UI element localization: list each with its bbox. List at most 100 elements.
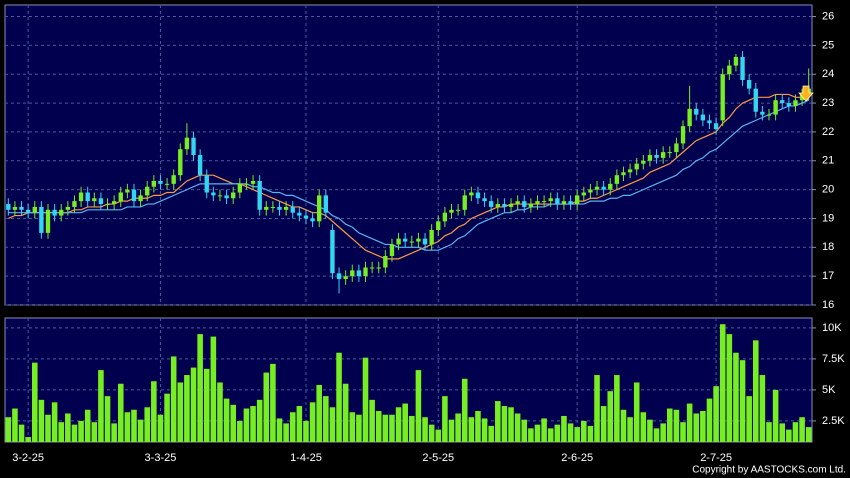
signal-arrow bbox=[798, 85, 814, 102]
candle-body bbox=[297, 212, 302, 216]
volume-bar bbox=[45, 414, 51, 442]
volume-bar bbox=[680, 422, 686, 442]
volume-bar bbox=[528, 428, 534, 442]
candle-body bbox=[793, 100, 798, 106]
volume-bar bbox=[442, 396, 448, 442]
candle-body bbox=[59, 209, 64, 216]
candle-body bbox=[184, 137, 190, 150]
volume-bar bbox=[91, 422, 98, 442]
volume-bar bbox=[217, 382, 223, 442]
candle-body bbox=[376, 267, 381, 269]
volume-bar bbox=[799, 417, 805, 442]
volume-bar bbox=[686, 403, 693, 442]
y-tick-label: 19 bbox=[822, 212, 834, 224]
volume-bar bbox=[276, 418, 283, 442]
volume-bar bbox=[309, 402, 316, 442]
candle-body bbox=[429, 230, 434, 245]
candle-body bbox=[343, 276, 348, 280]
volume-bar bbox=[752, 340, 759, 442]
volume-bar bbox=[71, 424, 78, 442]
volume-bar bbox=[415, 370, 422, 442]
candle-body bbox=[52, 209, 57, 216]
volume-bar bbox=[541, 418, 547, 442]
volume-bar bbox=[210, 336, 217, 442]
candle-body bbox=[191, 137, 196, 155]
volume-bar bbox=[25, 437, 31, 442]
candle-body bbox=[356, 270, 362, 277]
volume-bar bbox=[38, 399, 45, 442]
candle-body bbox=[92, 198, 97, 202]
x-tick-label: 2-5-25 bbox=[422, 452, 454, 464]
candle-body bbox=[164, 183, 170, 185]
volume-bar bbox=[448, 419, 455, 442]
candle-body bbox=[733, 56, 739, 66]
volume-bar bbox=[51, 402, 58, 442]
volume-bar bbox=[733, 352, 739, 442]
candle-body bbox=[469, 192, 474, 196]
candle-body bbox=[363, 267, 368, 277]
volume-bar bbox=[124, 412, 131, 442]
candle-body bbox=[436, 221, 441, 230]
volume-bar bbox=[428, 424, 435, 442]
volume-bar bbox=[243, 408, 250, 442]
volume-bar bbox=[184, 375, 190, 442]
volume-bar bbox=[375, 411, 382, 442]
candle-body bbox=[396, 238, 401, 245]
volume-bar bbox=[18, 424, 25, 442]
copyright: Copyright by AASTOCKS.com Ltd. bbox=[692, 465, 846, 476]
candle-body bbox=[98, 198, 104, 205]
volume-bar bbox=[633, 382, 640, 442]
volume-bar bbox=[323, 396, 329, 442]
candle-body bbox=[581, 192, 586, 196]
volume-bar bbox=[700, 411, 706, 442]
volume-bar bbox=[362, 357, 369, 442]
candle-body bbox=[780, 100, 785, 104]
candle-body bbox=[158, 180, 163, 184]
candle-body bbox=[303, 215, 309, 219]
volume-bar bbox=[620, 409, 627, 442]
volume-bar bbox=[289, 412, 296, 442]
volume-bar bbox=[739, 360, 746, 442]
volume-bar bbox=[766, 422, 772, 442]
candle-body bbox=[462, 195, 467, 210]
volume-bar bbox=[329, 407, 336, 442]
volume-bar bbox=[177, 382, 184, 442]
candle-body bbox=[145, 186, 150, 196]
candle-body bbox=[65, 206, 71, 210]
candle-body bbox=[171, 175, 176, 184]
candle-body bbox=[72, 201, 77, 207]
candle-body bbox=[224, 195, 229, 199]
candle-body bbox=[39, 206, 44, 233]
candle-body bbox=[799, 94, 805, 101]
candle-body bbox=[548, 198, 553, 202]
volume-bar bbox=[31, 362, 38, 442]
volume-bar bbox=[567, 423, 574, 442]
volume-bar bbox=[514, 413, 521, 442]
volume-bar bbox=[746, 396, 752, 442]
volume-bar bbox=[58, 422, 65, 442]
volume-bar bbox=[581, 420, 587, 442]
candle-body bbox=[330, 230, 335, 274]
volume-bar bbox=[342, 383, 349, 442]
volume-bar bbox=[197, 334, 203, 442]
candle-body bbox=[700, 114, 706, 121]
volume-bar bbox=[673, 409, 680, 442]
y-tick-label: 10K bbox=[822, 322, 842, 334]
volume-bar bbox=[223, 398, 230, 442]
candle-body bbox=[204, 175, 209, 193]
volume-bar bbox=[468, 417, 475, 442]
x-tick-label: 1-4-25 bbox=[290, 452, 322, 464]
volume-bar bbox=[157, 414, 164, 442]
candle-body bbox=[608, 183, 613, 190]
candle-body bbox=[197, 155, 203, 176]
candle-body bbox=[125, 189, 130, 193]
candle-body bbox=[264, 206, 269, 210]
volume-bar bbox=[316, 384, 322, 442]
candle-body bbox=[766, 114, 772, 116]
volume-bar bbox=[12, 408, 18, 442]
volume-bar bbox=[455, 413, 461, 442]
candle-body bbox=[277, 206, 282, 210]
volume-bar bbox=[203, 368, 210, 442]
candle-body bbox=[449, 209, 454, 213]
